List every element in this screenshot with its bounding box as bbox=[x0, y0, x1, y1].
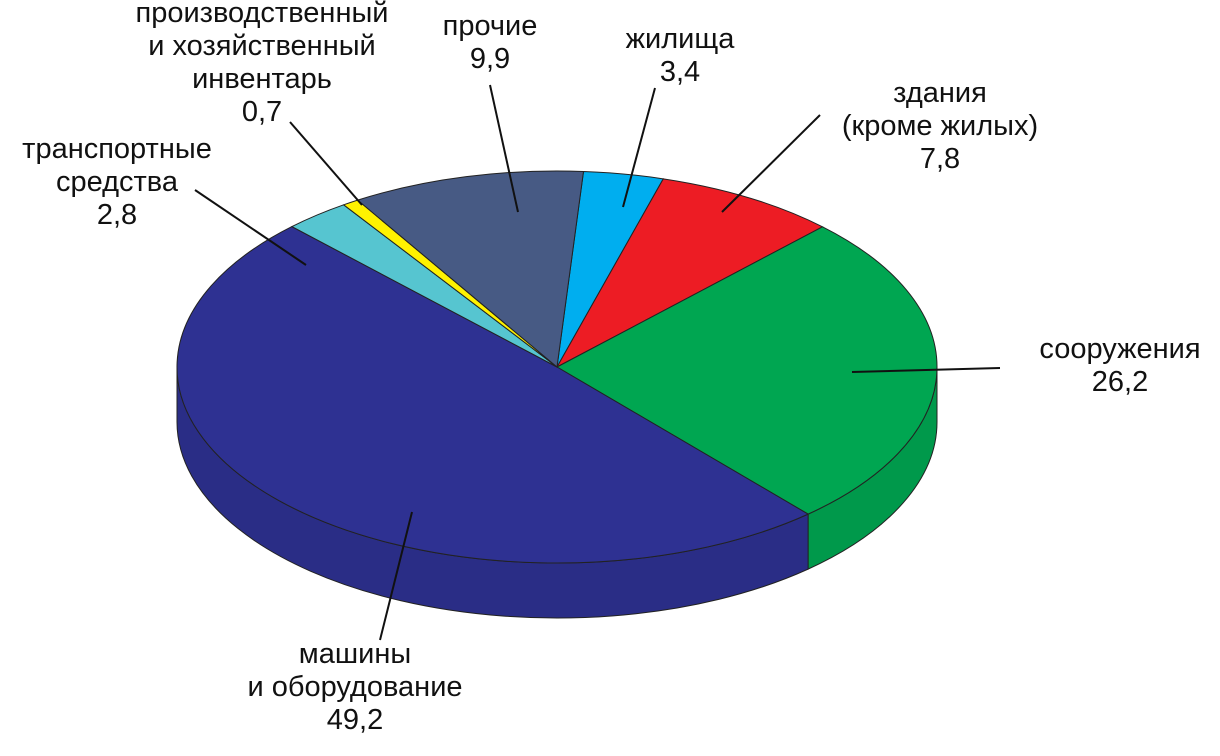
leader-line bbox=[194, 189, 307, 266]
category-label: жилища bbox=[626, 23, 736, 55]
category-label: сооружения bbox=[1039, 333, 1200, 365]
slice-label: машины и оборудование 49,2 bbox=[247, 638, 462, 736]
category-line: средства bbox=[56, 166, 179, 198]
slice-label: транспортные средства 2,8 bbox=[22, 133, 212, 231]
leader-line bbox=[721, 114, 821, 213]
category-line: и хозяйственный bbox=[148, 30, 376, 62]
value-label: 49,2 bbox=[327, 704, 383, 736]
value-label: 3,4 bbox=[660, 56, 700, 88]
category-line: и оборудование bbox=[247, 671, 462, 703]
category-line: здания bbox=[893, 77, 987, 109]
slice-label: сооружения 26,2 bbox=[1039, 333, 1200, 398]
category-line: машины bbox=[299, 638, 411, 670]
value-label: 0,7 bbox=[242, 96, 282, 128]
category-label: здания (кроме жилых) bbox=[842, 77, 1038, 142]
leader-line bbox=[489, 84, 519, 213]
slice-label: жилища 3,4 bbox=[626, 23, 736, 88]
value-label: 7,8 bbox=[920, 143, 960, 175]
category-label: машины и оборудование bbox=[247, 638, 462, 703]
leader-line bbox=[379, 511, 413, 641]
category-line: (кроме жилых) bbox=[842, 110, 1038, 142]
slice-label: производственный и хозяйственный инвентарь… bbox=[135, 0, 388, 128]
leader-line bbox=[851, 367, 1001, 373]
slice bbox=[555, 226, 938, 515]
slice-label: прочие 9,9 bbox=[443, 10, 538, 75]
category-line: транспортные bbox=[22, 133, 212, 165]
category-line: жилища bbox=[626, 23, 736, 55]
category-label: транспортные средства bbox=[22, 133, 212, 198]
slice bbox=[356, 170, 585, 368]
leader-line bbox=[289, 121, 363, 206]
category-line: инвентарь bbox=[192, 63, 332, 95]
category-line: сооружения bbox=[1039, 333, 1200, 365]
category-line: производственный bbox=[135, 0, 388, 29]
value-label: 9,9 bbox=[470, 43, 510, 75]
leader-line bbox=[622, 87, 656, 208]
category-label: производственный и хозяйственный инвентарь bbox=[135, 0, 388, 95]
category-label: прочие bbox=[443, 10, 538, 42]
value-label: 2,8 bbox=[97, 199, 137, 231]
slice-label: здания (кроме жилых) 7,8 bbox=[842, 77, 1038, 175]
value-label: 26,2 bbox=[1092, 366, 1148, 398]
slice bbox=[555, 178, 824, 369]
category-line: прочие bbox=[443, 10, 538, 42]
slice bbox=[176, 226, 810, 564]
